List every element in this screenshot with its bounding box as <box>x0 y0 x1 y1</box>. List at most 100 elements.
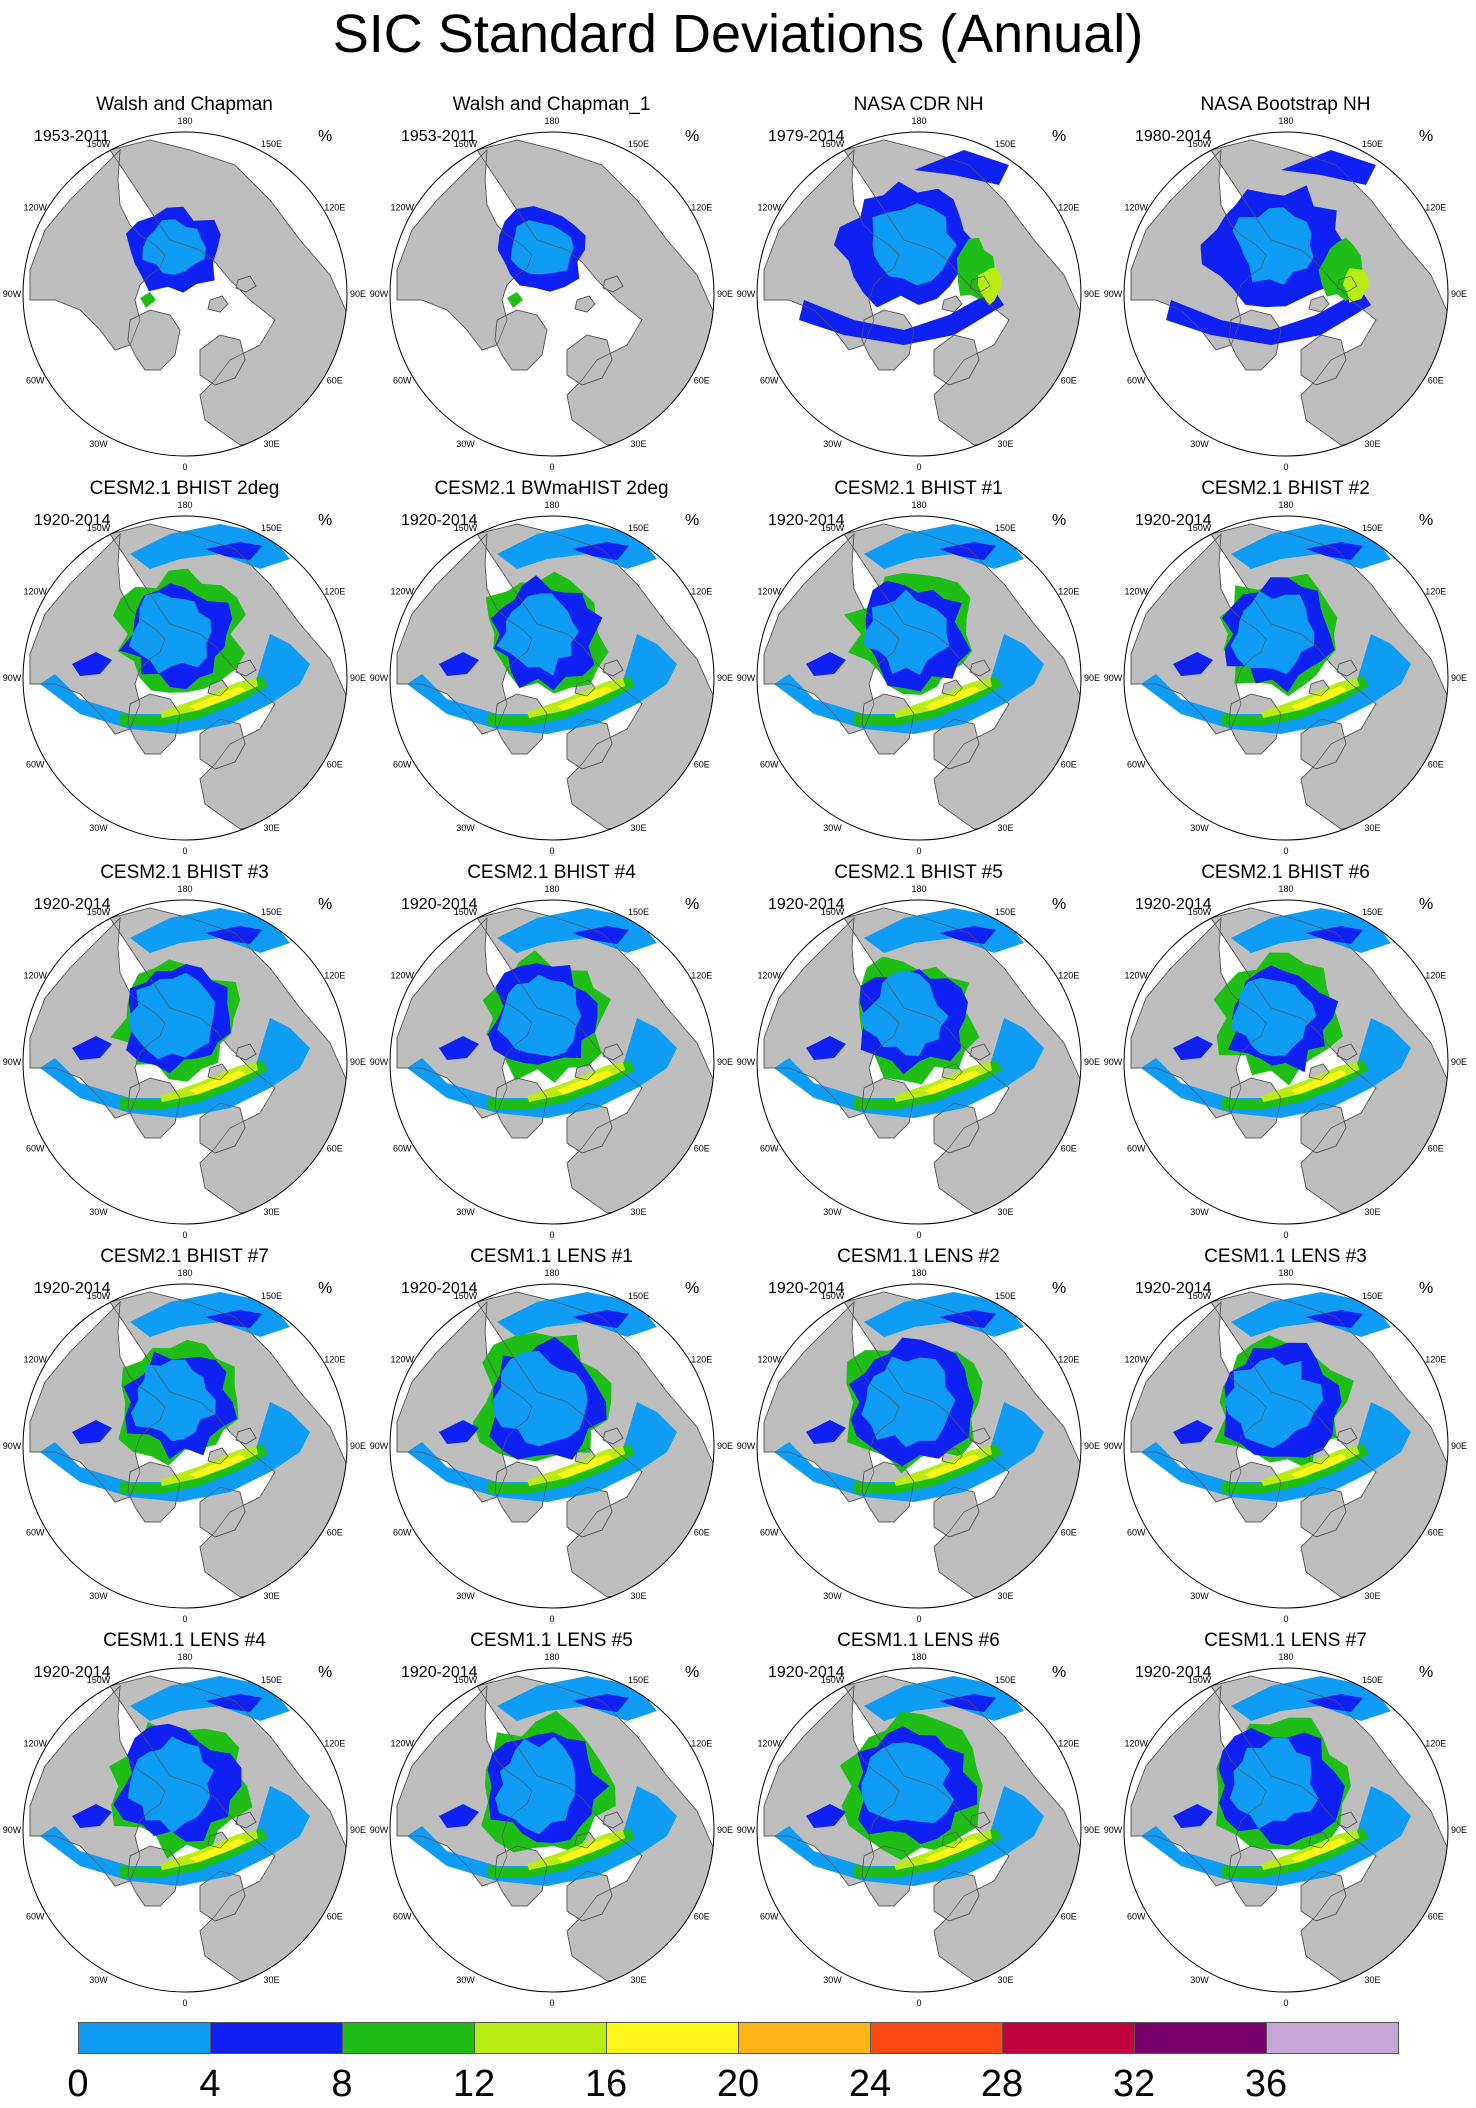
coastline <box>969 1811 991 1829</box>
map-boundary <box>1123 1667 1449 1993</box>
sic-contour <box>572 1694 629 1712</box>
longitude-label: 60E <box>1428 376 1444 386</box>
sic-contour <box>860 970 949 1057</box>
panel-unit: % <box>1052 1664 1067 1681</box>
longitude-label: 150W <box>87 907 111 917</box>
longitude-label: 150E <box>1362 907 1383 917</box>
sic-contour <box>774 1018 1044 1118</box>
sic-contour <box>557 1838 613 1862</box>
sic-contour <box>924 1838 980 1862</box>
longitude-label: 60E <box>327 760 343 770</box>
map-boundary <box>1123 515 1449 841</box>
longitude-label: 120E <box>1425 1355 1446 1365</box>
coastline <box>29 1685 166 1887</box>
longitude-label: 90E <box>1451 1825 1467 1835</box>
coastline <box>763 533 900 735</box>
longitude-label: 150E <box>1362 1291 1383 1301</box>
longitude-label: 150E <box>628 523 649 533</box>
longitude-label: 60E <box>694 760 710 770</box>
sic-contour <box>1173 1036 1213 1060</box>
longitude-label: 120W <box>757 587 781 597</box>
longitude-label: 120E <box>691 1739 712 1749</box>
coastline <box>199 1486 246 1538</box>
map-boundary <box>389 131 715 457</box>
map-boundary <box>756 131 1082 457</box>
longitude-label: 150W <box>87 1291 111 1301</box>
coastline <box>574 1831 596 1849</box>
longitude-label: 0 <box>1283 846 1288 856</box>
coastline <box>494 1077 548 1139</box>
longitude-label: 60W <box>1127 1912 1146 1922</box>
longitude-label: 0 <box>182 846 187 856</box>
longitude-label: 120W <box>390 1739 414 1749</box>
panel-period: 1920-2014 <box>768 1664 845 1681</box>
coastline <box>1308 1063 1330 1081</box>
coastline <box>127 1461 181 1523</box>
coastline <box>843 523 1081 830</box>
polar-map: 180 150W 150E 120W 120E 90W 90E 60W 60E 30W 30E 0 <box>3 884 366 1240</box>
map-panel: 180 150W 150E 120W 120E 90W 90E 60W 60E 30W 30E 0 CE… <box>734 768 1103 1240</box>
sic-contour <box>527 678 625 718</box>
polar-map: 180 150W 150E 120W 120E 90W 90E 60W 60E 30W 30E 0 <box>3 500 366 856</box>
sic-contour <box>557 1070 613 1094</box>
panel-title: CESM2.1 BHIST #6 <box>1201 862 1370 883</box>
polar-map: 180 150W 150E 120W 120E 90W 90E 60W 60E 30W 30E 0 <box>370 884 733 1240</box>
longitude-label: 60E <box>694 376 710 386</box>
longitude-label: 150W <box>1188 523 1212 533</box>
panel-period: 1920-2014 <box>1135 1664 1212 1681</box>
sic-contour <box>806 1420 846 1444</box>
coastline <box>1228 1845 1282 1907</box>
coastline <box>574 295 596 313</box>
panel-period: 1953-2011 <box>34 128 110 145</box>
sic-contour <box>160 678 258 718</box>
map-panel: 180 150W 150E 120W 120E 90W 90E 60W 60E 30W 30E 0 CE… <box>734 1152 1103 1624</box>
longitude-label: 60W <box>26 1528 45 1538</box>
map-boundary <box>1123 899 1449 1225</box>
map-panel: 180 150W 150E 120W 120E 90W 90E 60W 60E 30W 30E 0 NA… <box>1101 0 1470 472</box>
longitude-label: 60E <box>694 1144 710 1154</box>
colorbar-tick-label: 0 <box>67 2063 89 2105</box>
longitude-label: 30E <box>263 1975 279 1985</box>
coastline <box>207 1063 229 1081</box>
panel-period: 1920-2014 <box>401 1280 478 1297</box>
longitude-label: 180 <box>544 500 559 510</box>
sic-contour <box>861 1356 956 1448</box>
longitude-label: 150W <box>454 523 478 533</box>
longitude-label: 60E <box>1428 1528 1444 1538</box>
coastline <box>1210 1675 1448 1982</box>
sic-contour <box>1224 1357 1324 1449</box>
coastline <box>969 659 991 677</box>
panel-period: 1920-2014 <box>401 896 478 913</box>
coastline <box>843 1291 1081 1598</box>
longitude-label: 120E <box>1058 971 1079 981</box>
longitude-label: 180 <box>1278 884 1293 894</box>
sic-contour <box>527 1830 625 1870</box>
colorbar-tick-label: 8 <box>331 2063 353 2105</box>
longitude-label: 30W <box>456 1975 475 1985</box>
sic-contour <box>40 1786 310 1886</box>
longitude-label: 90E <box>1451 1441 1467 1451</box>
sic-contour <box>40 1018 310 1118</box>
coastline <box>933 1102 980 1154</box>
longitude-label: 30W <box>1190 439 1209 449</box>
coastline <box>1130 533 1267 735</box>
coastline <box>29 149 166 351</box>
coastline <box>494 1461 548 1523</box>
longitude-label: 60W <box>760 1528 779 1538</box>
longitude-label: 120W <box>1124 1355 1148 1365</box>
longitude-label: 150W <box>821 1675 845 1685</box>
longitude-label: 150W <box>821 907 845 917</box>
map-boundary <box>1123 131 1449 457</box>
sic-contour <box>190 686 246 710</box>
map-panel: 180 150W 150E 120W 120E 90W 90E 60W 60E 30W 30E 0 CE… <box>0 1536 369 2008</box>
coastline <box>566 1870 613 1922</box>
colorbar-swatch <box>210 2022 343 2054</box>
longitude-label: 150W <box>87 139 111 149</box>
longitude-label: 60W <box>26 1912 45 1922</box>
coastline <box>494 693 548 755</box>
panel-period: 1920-2014 <box>401 512 478 529</box>
longitude-label: 90W <box>1104 289 1123 299</box>
map-boundary <box>22 1283 348 1609</box>
coastline <box>1130 149 1267 351</box>
longitude-label: 120W <box>757 1739 781 1749</box>
